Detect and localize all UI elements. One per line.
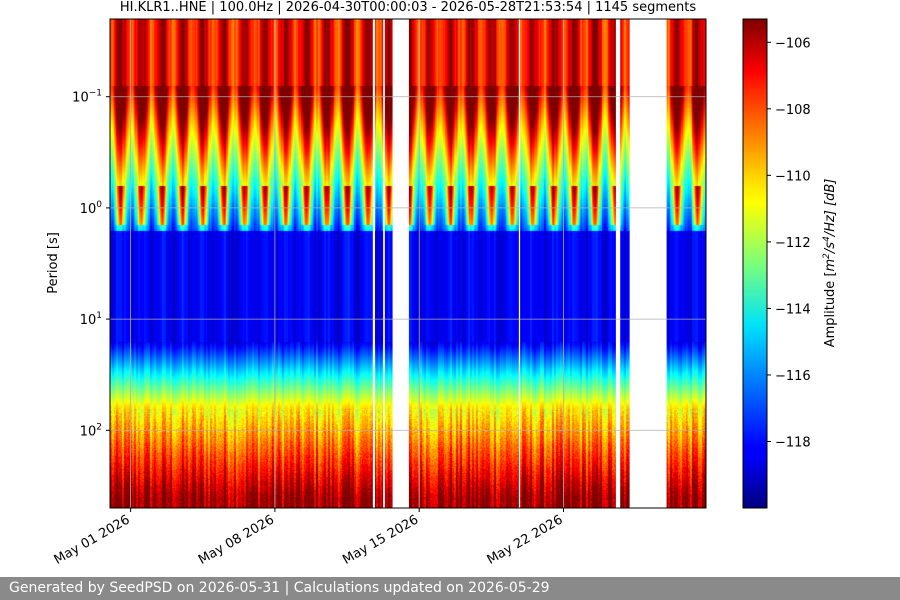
y-tick-label-3: 102 [80,422,102,439]
grid-lines [110,19,706,508]
x-tick-label-1: May 08 2026 [196,512,277,567]
data-gap-4 [615,19,621,508]
x-tick-label-3: May 22 2026 [485,512,566,567]
psd-figure: HI.KLR1..HNE | 100.0Hz | 2026-04-30T00:0… [46,0,838,568]
data-gap-5 [629,19,667,508]
colorbar-tick-label-2: −110 [775,169,811,184]
y-axis: 10−1 100 101 102 [72,89,110,439]
gap-layer [372,19,667,508]
y-tick-label-1: 100 [80,200,103,217]
colorbar-tick-label-4: −114 [775,302,811,317]
data-gap-2 [392,19,409,508]
x-tick-label-2: May 15 2026 [340,512,421,567]
colorbar [742,18,768,509]
data-gap-1 [383,19,385,508]
colorbar-tick-label-0: −106 [775,36,811,51]
colorbar-label: Amplitude [m2/s4/Hz] [dB] [822,179,838,348]
colorbar-tick-label-5: −116 [775,369,811,384]
footer-bar: Generated by SeedPSD on 2026-05-31 | Cal… [0,577,900,600]
data-gap-3 [518,19,521,508]
colorbar-ticks: −106 −108 −110 −112 −114 −116 −118 [767,36,811,450]
y-tick-label-2: 101 [80,311,102,328]
plot-frame [109,18,707,509]
colorbar-tick-label-6: −118 [775,435,811,450]
x-axis: May 01 2026 May 08 2026 May 15 2026 May 22 … [52,508,566,568]
y-axis-label: Period [s] [46,232,61,294]
data-gap-0 [372,19,375,508]
footer-text: Generated by SeedPSD on 2026-05-31 | Cal… [9,580,550,596]
x-tick-label-0: May 01 2026 [52,512,133,567]
colorbar-tick-label-3: −112 [775,236,811,251]
colorbar-tick-label-1: −108 [775,103,811,118]
y-tick-label-0: 10−1 [72,89,102,106]
chart-title: HI.KLR1..HNE | 100.0Hz | 2026-04-30T00:0… [120,0,696,15]
